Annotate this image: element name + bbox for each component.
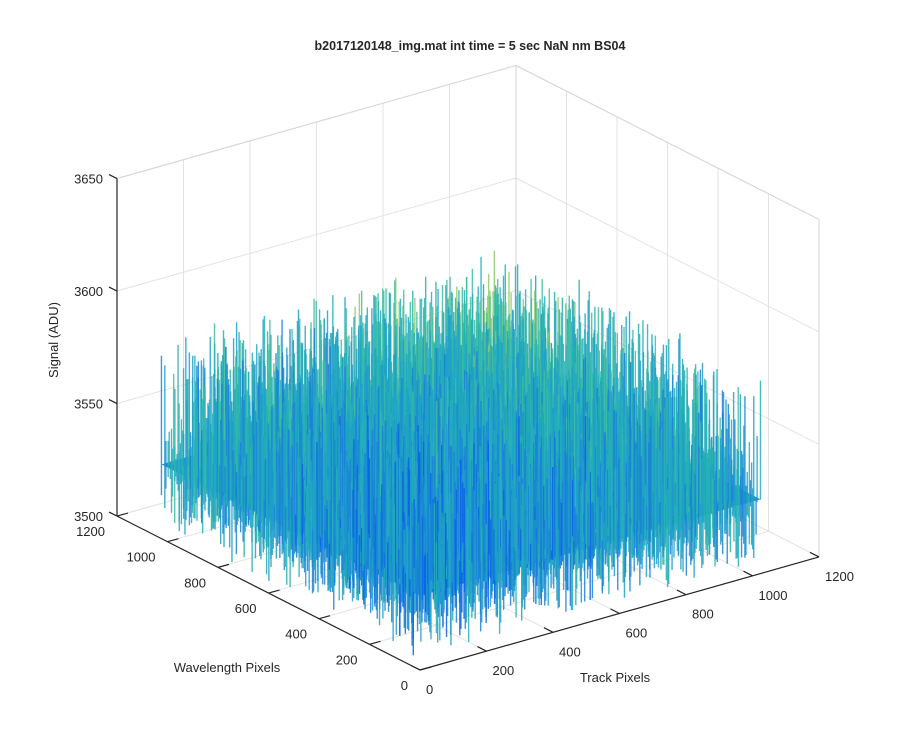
surface-plot — [160, 250, 762, 656]
back-wall-grid-line — [116, 177, 517, 292]
box-edge — [515, 65, 820, 220]
side-wall-grid-line — [515, 177, 820, 333]
box-edge — [116, 65, 517, 180]
